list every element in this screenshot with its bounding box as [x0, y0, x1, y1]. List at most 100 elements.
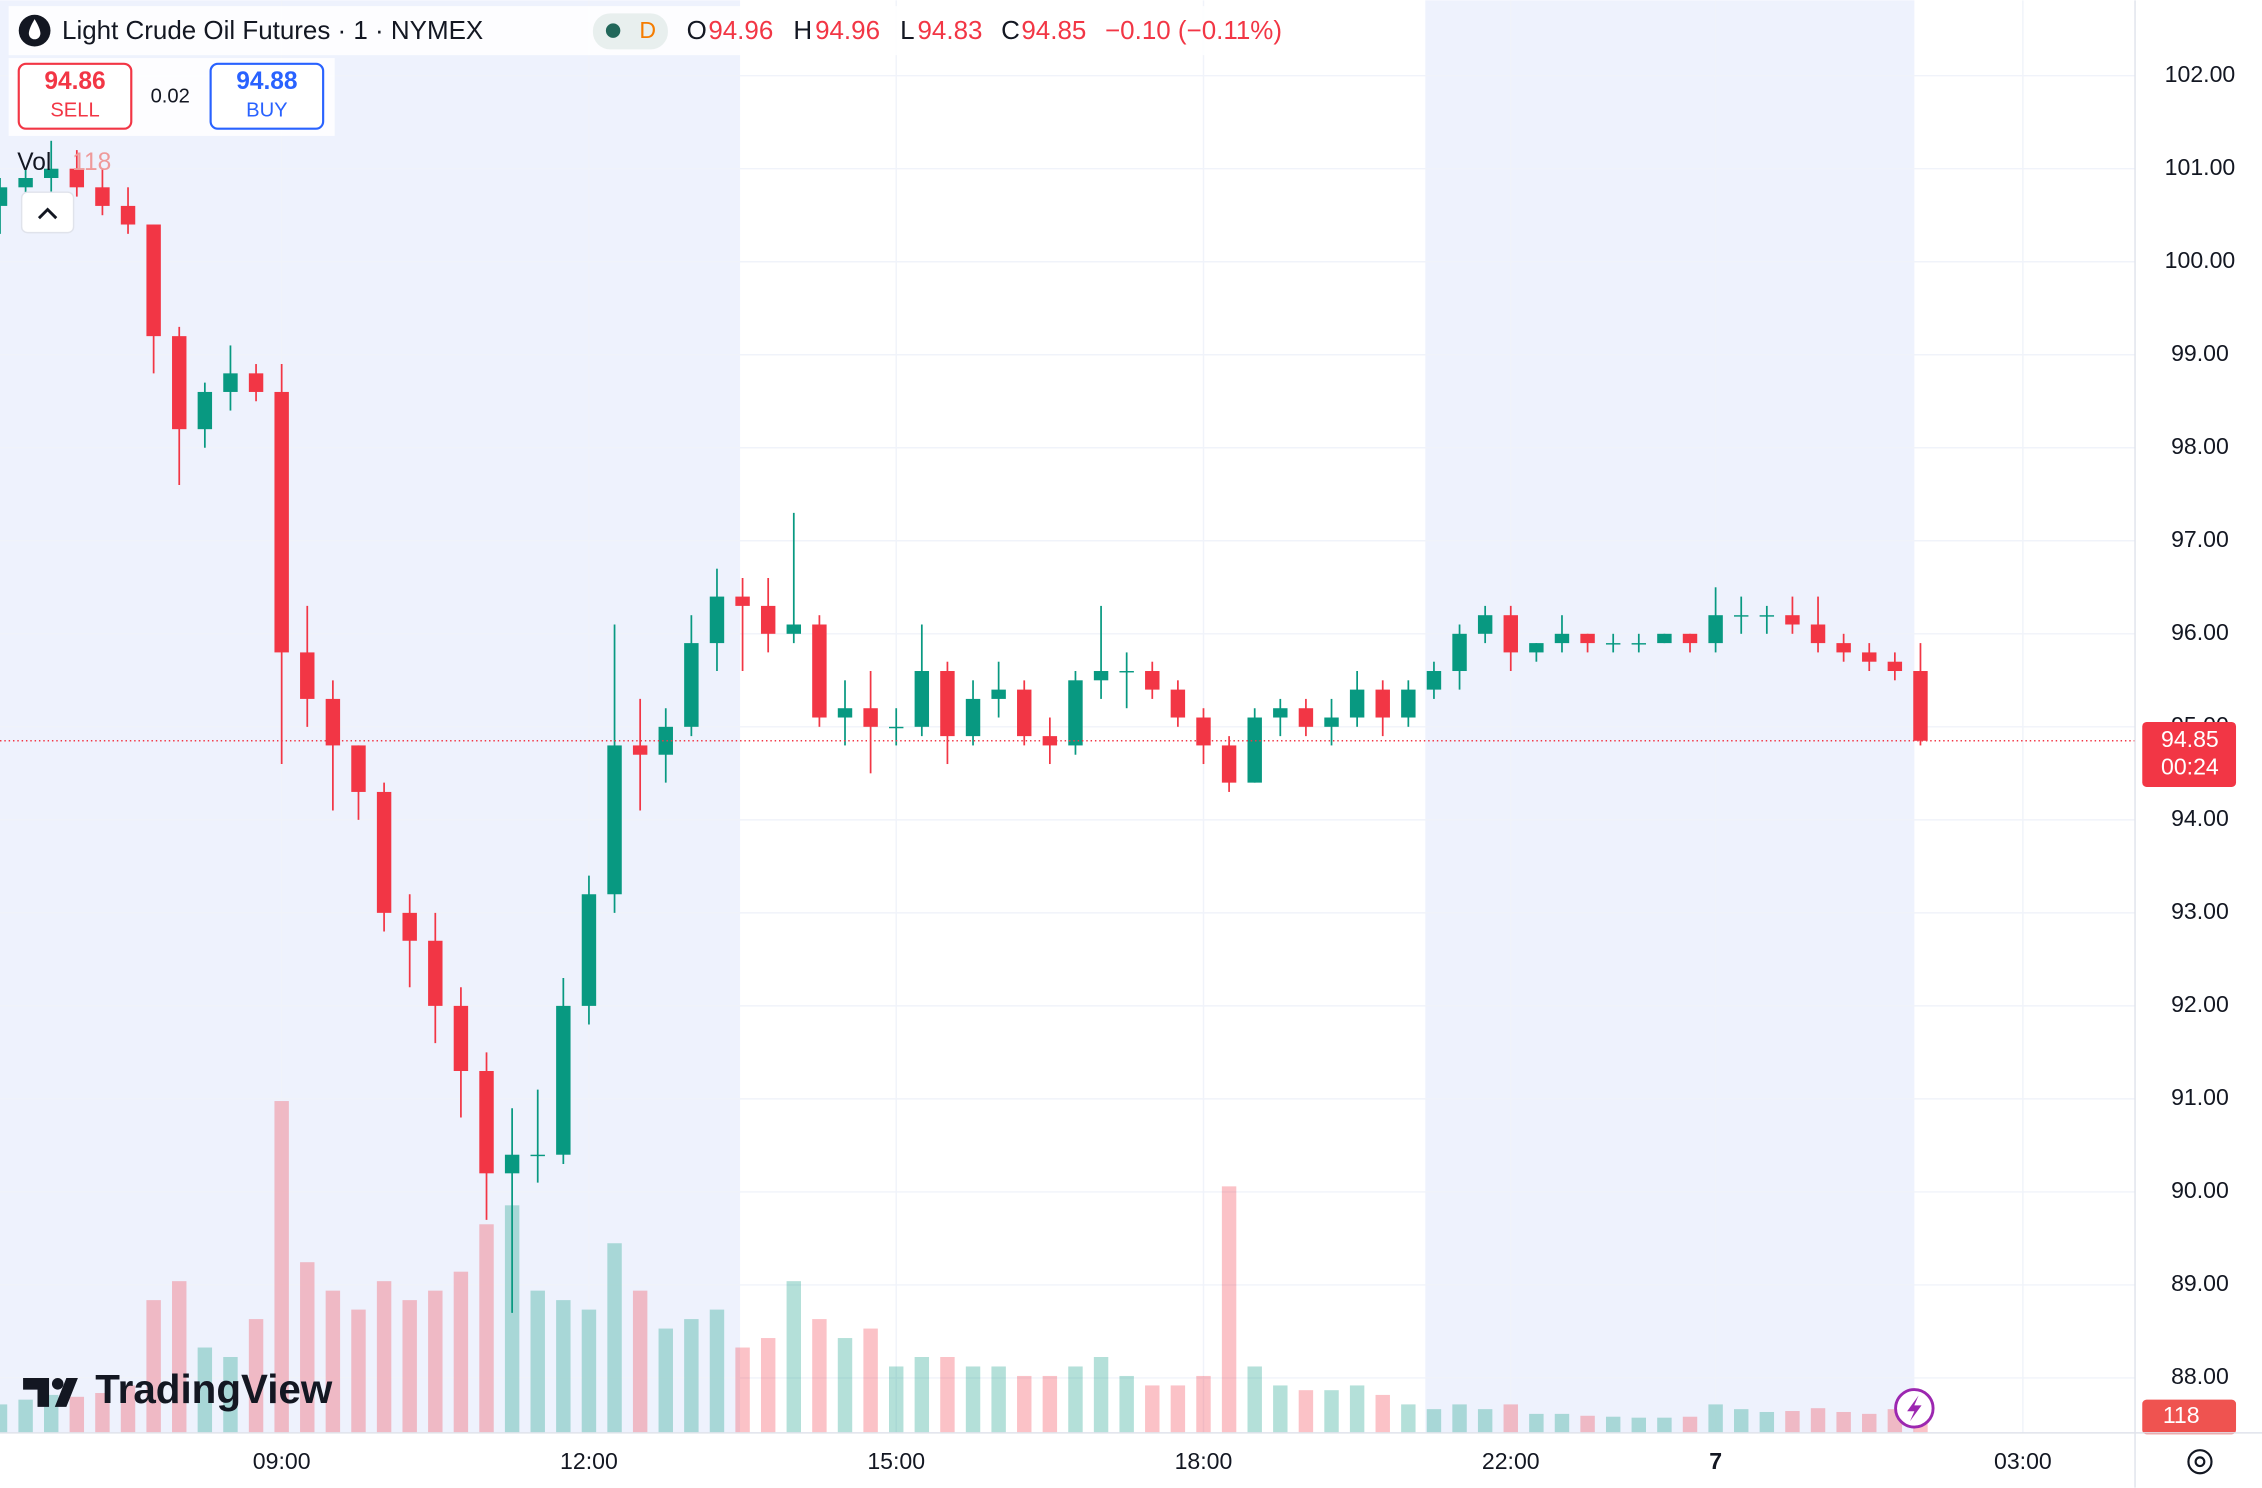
volume-legend-label: Vol — [17, 149, 51, 176]
volume-bar — [1734, 1409, 1749, 1433]
volume-bar — [1068, 1366, 1083, 1433]
candle-body — [1068, 680, 1083, 746]
volume-bar — [556, 1300, 571, 1433]
candle-body — [223, 373, 238, 392]
delay-badge: D — [639, 17, 656, 43]
volume-bar — [1759, 1411, 1775, 1433]
candle-body — [428, 940, 443, 1006]
candle-body — [197, 391, 213, 430]
candle-body — [1657, 633, 1672, 644]
candle-body — [376, 791, 392, 913]
y-tick-label: 97.00 — [2171, 526, 2229, 552]
collapse-button[interactable] — [20, 191, 75, 234]
x-tick-label: 15:00 — [867, 1448, 925, 1474]
candle-body — [18, 178, 33, 188]
candle-body — [1247, 717, 1262, 783]
volume-bar — [351, 1309, 366, 1433]
candle-body — [1349, 689, 1365, 718]
candle-body — [1759, 615, 1775, 617]
candle-body — [1452, 633, 1467, 672]
volume-bar — [889, 1366, 904, 1433]
candle-body — [684, 643, 699, 727]
candle-body — [607, 745, 622, 895]
sell-button[interactable] — [17, 62, 133, 130]
volume-bar — [1529, 1413, 1544, 1433]
candle-body — [1836, 643, 1851, 653]
settings-icon[interactable] — [2187, 1449, 2213, 1475]
last-price-label: 94.85 — [2161, 726, 2219, 752]
candle-body — [786, 624, 802, 634]
symbol-icon-drop — [28, 19, 41, 40]
volume-badge — [2142, 1399, 2237, 1435]
volume-bar — [95, 1393, 110, 1433]
candle-body — [0, 187, 8, 206]
candle-body — [760, 605, 776, 634]
volume-bar — [812, 1319, 827, 1433]
candle-body — [1605, 643, 1621, 645]
candle-body — [1554, 633, 1570, 644]
candle-body — [325, 698, 341, 746]
volume-bar — [479, 1224, 494, 1433]
candle-body — [146, 224, 161, 337]
volume-bar — [1017, 1375, 1032, 1433]
candle-body — [69, 168, 85, 188]
collapse-icon — [37, 207, 58, 220]
candle-body — [991, 689, 1006, 699]
y-tick-label: 98.00 — [2171, 433, 2229, 459]
candle-body — [1017, 689, 1032, 737]
candle-body — [300, 652, 315, 699]
x-tick-label: 09:00 — [253, 1448, 311, 1474]
buy-button[interactable] — [209, 62, 325, 130]
axes: 88.0089.0090.0091.0092.0093.0094.0095.00… — [0, 61, 2237, 1474]
y-tick-label: 91.00 — [2171, 1084, 2229, 1110]
volume-bar — [18, 1399, 33, 1433]
candle-body — [453, 1005, 469, 1071]
volume-bar — [0, 1404, 8, 1433]
candle-body — [735, 596, 750, 606]
candle-body — [1887, 661, 1903, 672]
candle-body — [1170, 689, 1186, 718]
ohlc-label: H — [793, 15, 812, 45]
volume-bar — [172, 1281, 187, 1433]
candle-body — [1093, 671, 1109, 681]
candle-body — [889, 726, 904, 729]
volume-bar — [607, 1243, 622, 1433]
volume-bar — [1708, 1404, 1723, 1433]
volume-bar — [581, 1309, 597, 1433]
volume-bar — [1119, 1375, 1134, 1433]
status-pill[interactable] — [592, 13, 668, 50]
volume-bar — [274, 1101, 289, 1433]
candle-body — [837, 708, 853, 718]
volume-bar — [402, 1300, 417, 1433]
ohlc-value: 94.85 — [1021, 15, 1086, 45]
volume-bar — [786, 1281, 802, 1433]
candle-body — [709, 596, 725, 644]
candle-body — [1913, 671, 1928, 741]
candle-body — [504, 1154, 520, 1174]
volume-bar — [632, 1290, 648, 1433]
y-tick-label: 100.00 — [2165, 247, 2236, 273]
volume-bar — [197, 1347, 213, 1433]
y-tick-label: 88.00 — [2171, 1363, 2229, 1389]
candle-body — [1119, 671, 1134, 673]
countdown-label: 00:24 — [2161, 753, 2219, 779]
volume-bar — [965, 1366, 981, 1433]
volume-bar — [837, 1338, 853, 1433]
volume-bar — [248, 1319, 264, 1433]
volume-bar — [863, 1328, 878, 1433]
candle-body — [1810, 624, 1826, 644]
y-tick-label: 101.00 — [2165, 154, 2236, 180]
y-tick-label: 90.00 — [2171, 1177, 2229, 1203]
volume-bar — [300, 1262, 315, 1433]
symbol-title[interactable]: Light Crude Oil Futures · 1 · NYMEX — [62, 15, 483, 45]
candle-body — [914, 671, 930, 727]
logo-text: TradingView — [95, 1366, 333, 1412]
volume-bar — [1145, 1385, 1160, 1433]
candle-body — [632, 745, 648, 755]
volume-bar — [1349, 1385, 1365, 1433]
volume-bar — [1836, 1411, 1851, 1433]
x-tick-label: 7 — [1709, 1448, 1722, 1474]
candle-body — [172, 336, 187, 430]
y-tick-label: 92.00 — [2171, 991, 2229, 1017]
